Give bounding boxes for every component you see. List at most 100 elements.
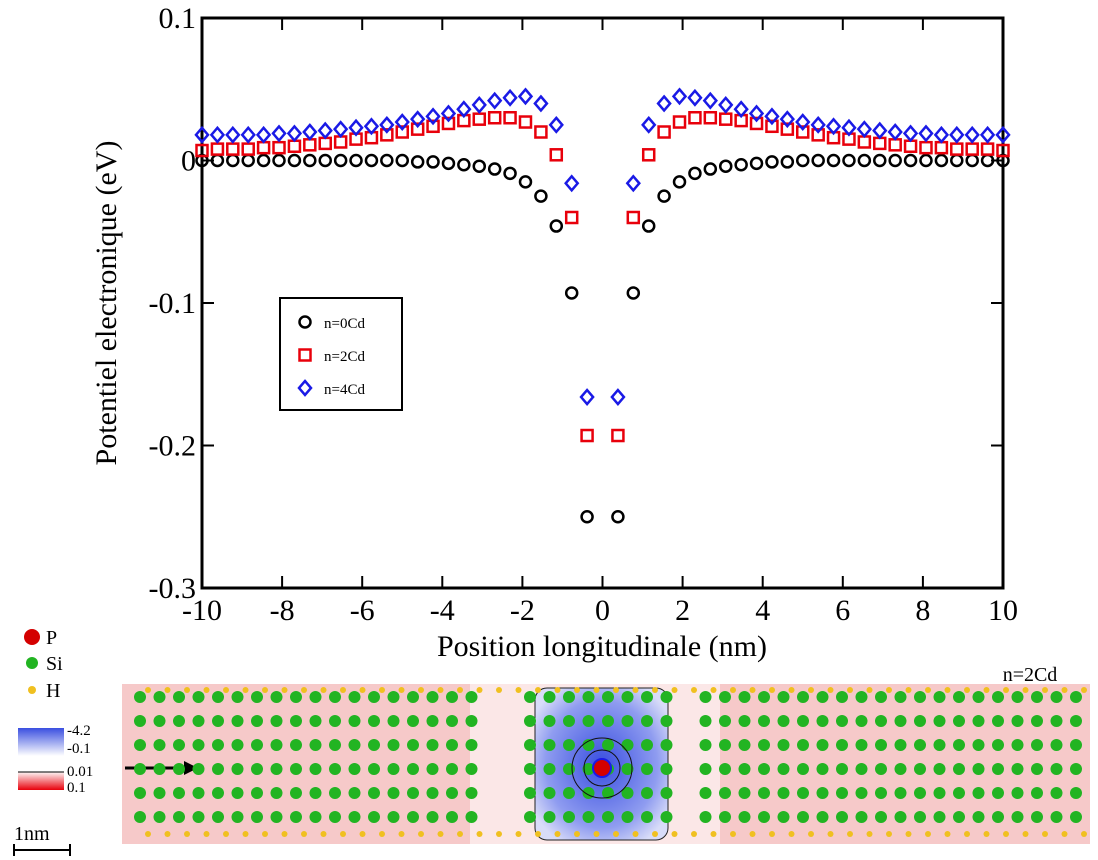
si-atom [153, 787, 166, 799]
h-atom [340, 687, 346, 693]
si-atom [992, 811, 1004, 823]
point [656, 94, 672, 113]
si-atom [212, 787, 224, 799]
si-atom [309, 691, 322, 703]
h-atom [398, 831, 405, 837]
contour [571, 737, 633, 799]
point [919, 153, 933, 168]
h-atom [593, 687, 600, 693]
point [333, 120, 349, 139]
h-atom [574, 831, 580, 837]
point [672, 115, 687, 129]
point [210, 142, 225, 156]
si-atom [153, 739, 166, 751]
point [687, 88, 703, 107]
h-atom [476, 831, 483, 837]
point [872, 121, 888, 140]
h-atom [866, 687, 873, 693]
point [718, 112, 733, 126]
h-atom [1042, 831, 1048, 837]
si-atom [134, 691, 146, 703]
si-atom [972, 715, 985, 727]
point [533, 94, 549, 113]
si-atom [582, 715, 595, 727]
point [297, 379, 313, 397]
si-atom [1050, 763, 1063, 775]
h-atom [203, 687, 210, 693]
h-atom [730, 831, 736, 837]
h-atom [359, 687, 366, 693]
point [857, 135, 872, 149]
x-tick-label: 6 [835, 594, 850, 627]
si-atom [446, 787, 458, 799]
si-atom [855, 715, 868, 727]
si-atom [582, 691, 595, 703]
si-atom [309, 787, 322, 799]
point [580, 428, 594, 443]
si-atom [524, 691, 536, 703]
si-atom [914, 715, 926, 727]
y-tick-label: 0.1 [159, 2, 197, 35]
point [641, 115, 657, 134]
point [795, 113, 811, 131]
point [825, 117, 842, 136]
si-atom [1070, 739, 1082, 751]
si-atom [894, 763, 907, 775]
point [980, 142, 995, 156]
x-tick-label: 4 [755, 594, 770, 627]
point [641, 219, 656, 233]
point [611, 428, 625, 443]
point [796, 153, 810, 168]
si-atom [953, 787, 965, 799]
si-atom [719, 787, 731, 799]
si-atom [1011, 691, 1024, 703]
si-atom [231, 787, 244, 799]
point [933, 125, 950, 144]
si-atom [894, 811, 907, 823]
si-atom [387, 787, 400, 799]
y-tick-label: 0 [181, 145, 196, 178]
si-atom [660, 787, 673, 799]
si-atom [231, 715, 244, 727]
arrow-head [184, 761, 198, 775]
point [903, 139, 918, 153]
si-atom [543, 739, 556, 751]
point [733, 100, 749, 119]
point [995, 125, 1011, 144]
si-atom [309, 763, 322, 775]
h-atom [242, 687, 249, 693]
point [471, 96, 487, 114]
point [271, 124, 287, 143]
point [965, 153, 979, 168]
si-atom [699, 739, 712, 751]
h-atom [749, 687, 756, 693]
si-atom [953, 715, 965, 727]
si-atom [797, 811, 809, 823]
si-atom [1050, 787, 1063, 799]
point [410, 110, 426, 129]
si-atom [758, 691, 770, 703]
atom-label: H [46, 680, 60, 702]
point [472, 159, 487, 173]
point [702, 91, 718, 110]
point [298, 348, 312, 362]
si-atom [660, 739, 673, 751]
point [303, 138, 317, 152]
si-atom [251, 763, 263, 775]
point [349, 153, 363, 168]
h-atom [710, 687, 717, 693]
x-tick-label: -2 [510, 594, 535, 627]
point [964, 125, 980, 144]
si-atom [290, 811, 302, 823]
h-atom [554, 831, 561, 837]
point [487, 111, 502, 125]
colorbar-label: -4.2 [67, 723, 91, 739]
si-atom [660, 811, 673, 823]
si-atom [1070, 763, 1082, 775]
point [672, 175, 687, 189]
h-atom [652, 687, 658, 693]
si-atom [933, 691, 946, 703]
x-tick-label: -10 [182, 594, 222, 627]
si-atom [719, 715, 731, 727]
point [841, 118, 857, 137]
